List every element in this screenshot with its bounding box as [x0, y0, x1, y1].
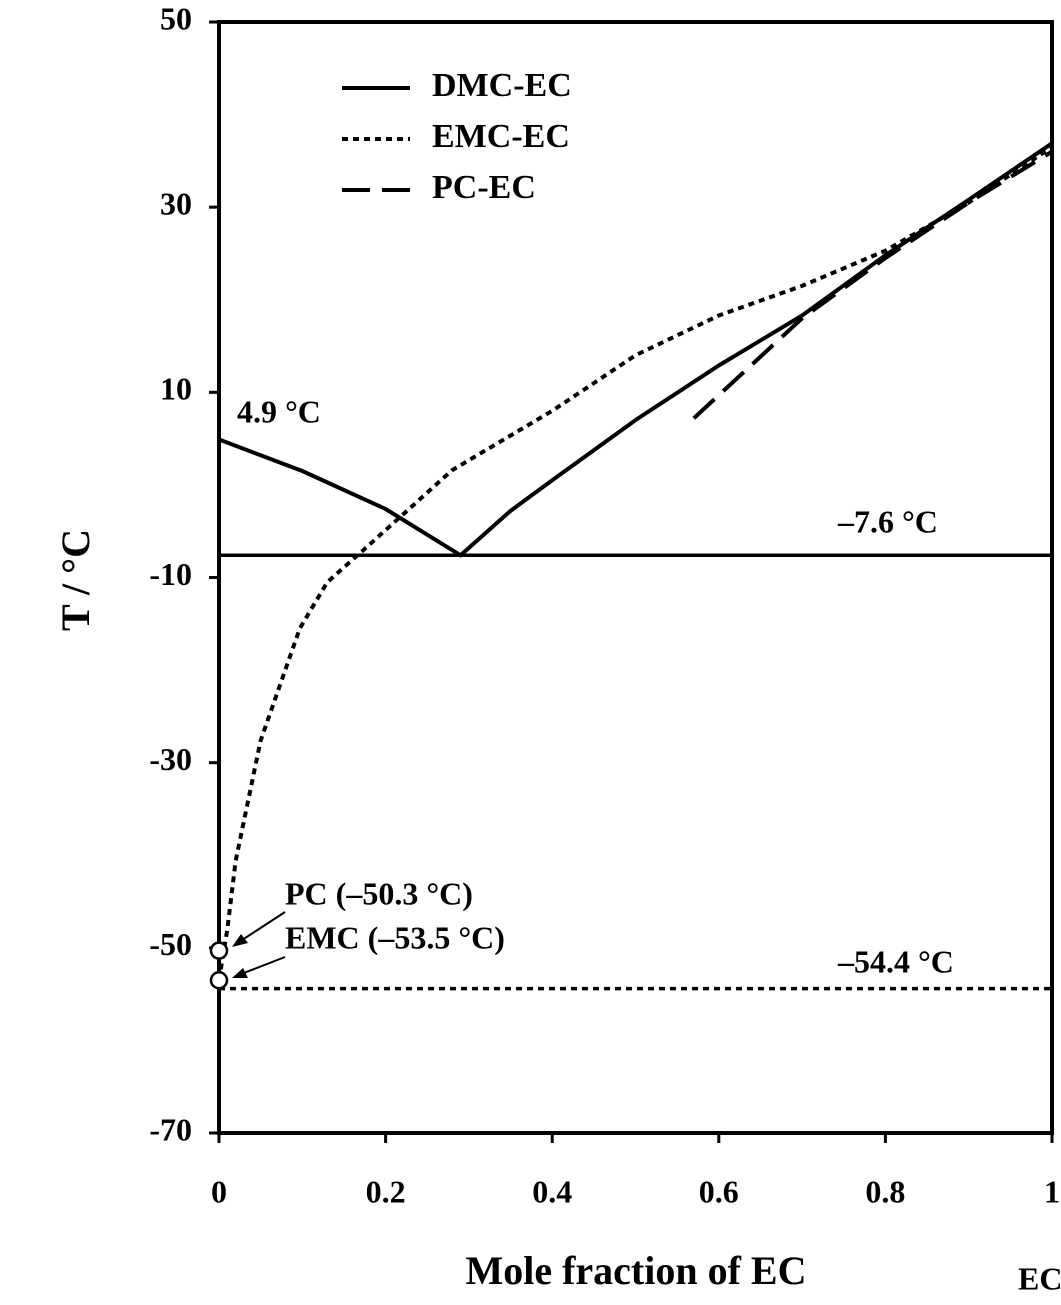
series-line: [692, 149, 1054, 420]
x-tick-label: 0.2: [366, 1173, 406, 1209]
x-tick-label: 0.6: [699, 1173, 739, 1209]
x-tick-label: 0.8: [865, 1173, 905, 1209]
y-tick-label: 10: [160, 371, 192, 407]
x-tick-label: 1: [1044, 1173, 1060, 1209]
y-tick-label: 50: [160, 0, 192, 36]
x-tick-label: 0: [211, 1173, 227, 1209]
y-tick-label: -10: [149, 556, 192, 592]
legend-label: EMC-EC: [432, 118, 570, 155]
pure-point: [209, 941, 229, 960]
x-axis-title: Mole fraction of EC: [465, 1248, 806, 1293]
legend-label: PC-EC: [432, 169, 536, 206]
pure-point: [209, 970, 229, 990]
x-tick-label: 0.4: [532, 1173, 572, 1209]
y-tick-label: 30: [160, 186, 192, 222]
y-axis-title: T / °C: [53, 529, 98, 631]
annotation: –7.6 °C: [837, 503, 938, 539]
annotation: EC: [1018, 1260, 1061, 1296]
y-tick-label: -30: [149, 741, 192, 777]
annotation: EMC (–53.5 °C): [285, 919, 505, 955]
y-tick-label: -50: [149, 926, 192, 962]
series-line: [218, 141, 1054, 558]
legend-label: DMC-EC: [432, 67, 572, 104]
annotation: –54.4 °C: [837, 943, 954, 979]
annotation: 4.9 °C: [237, 393, 321, 429]
annotation: PC (–50.3 °C): [285, 875, 473, 911]
series-line: [217, 145, 1054, 981]
arrow-head: [232, 968, 248, 978]
y-tick-label: -70: [149, 1111, 192, 1147]
arrow-head: [232, 934, 248, 947]
